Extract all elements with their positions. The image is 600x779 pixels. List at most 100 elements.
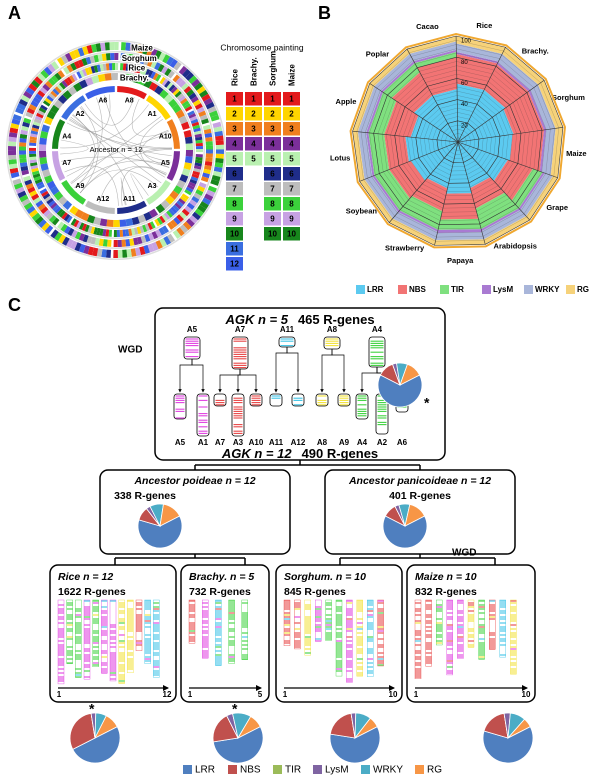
radar-segment [391,72,433,113]
child-label: A1 [198,438,209,447]
agk12-genes: 490 R-genes [302,446,379,461]
panel-label: C [8,295,21,315]
species-label: Grape [546,203,568,212]
ring-segment [12,178,22,186]
node-box [49,564,177,703]
axis-start: 1 [283,690,288,699]
painting-cell [245,152,262,166]
ring-segment [124,53,130,61]
ring-segment [87,246,94,256]
ring-segment [41,190,49,197]
pie-slice [69,712,96,750]
column-header: Brachy. [250,57,259,86]
painting-number: 3 [232,124,237,133]
ring-segment [174,90,182,98]
ring-segment [190,118,199,124]
chromosome [231,393,245,437]
ring-segment [172,103,182,114]
ring-segment [40,104,48,111]
parent-label: A5 [187,325,198,334]
panel-label: A [8,3,21,23]
ring-segment [66,238,74,248]
chromosome-label: A2 [75,111,84,118]
ring-segment [100,42,106,52]
ring-segment [120,53,126,61]
ring-segment [29,150,37,155]
ring-segment [178,79,187,88]
ring-segment [204,161,213,167]
ring-segment [196,86,206,95]
ring-segment [93,54,99,63]
legend-label: WRKY [535,285,560,294]
ring-segment [20,129,28,136]
ring-segment [195,142,203,147]
chromosome-bar [201,599,209,659]
radar-minor-grid [356,40,559,242]
ring-segment [184,189,192,196]
species-genes: 832 R-genes [415,586,477,598]
ring-segment [143,79,153,89]
parent-label: A11 [280,325,295,334]
ring-segment [51,75,59,84]
child-label: A7 [215,438,226,447]
ring-segment [91,75,100,84]
painting-number: 8 [289,199,294,208]
ring-segment [187,110,195,117]
ring-segment [191,211,201,221]
ring-segment [129,238,135,246]
ring-segment [19,154,27,159]
ring-segment [150,60,158,69]
ring-segment [90,65,96,74]
ring-segment [108,229,113,237]
painting-cell [226,137,243,151]
ring-segment [33,118,42,124]
ring-segment [179,195,188,203]
ring-segment [32,173,41,179]
ring-segment [184,105,193,112]
agk5-title: AGK n = 5 465 R-genes [224,312,374,327]
pie-slice [329,726,381,764]
painting-cell [264,107,281,121]
ring-segment [71,229,78,238]
painting-number: 5 [232,154,237,163]
ring-segment [102,239,108,247]
ring-segment [189,215,198,224]
radar-segment [407,36,457,54]
ring-segment [8,150,17,156]
ring-segment [125,42,131,51]
ring-segment [196,106,205,114]
ring-segment [139,246,146,256]
radar-minor-grid [365,48,551,234]
ring-segment [125,63,130,71]
ring-segment [19,133,28,139]
ring-segment [24,179,33,186]
radar-spoke [406,48,459,143]
synteny-link [120,177,127,206]
ancestor-chromosome [117,86,147,100]
radar-minor-grid [453,137,463,147]
ring-segment [86,214,96,224]
painting-cell [264,212,281,226]
ring-segment [157,64,165,73]
ring-segment [8,154,17,160]
chromosome-label: A6 [98,98,107,105]
painting-cell [226,197,243,211]
chromosome [231,336,249,370]
ring-segment [19,158,27,164]
pie-slice [212,726,264,764]
ring-segment [172,204,180,212]
radar-segment [368,92,397,135]
ring-segment [178,198,186,205]
ring-segment [195,139,203,144]
painting-cell [226,212,243,226]
species-label: Soybean [346,206,378,215]
ancestor-chromosome [166,119,180,149]
ring-segment [37,72,46,82]
ring-segment [195,149,204,153]
ring-segment [23,90,33,99]
ring-segment [168,84,176,92]
radar-spoke [388,141,459,223]
ring-segment [46,180,56,190]
ring-segment [39,86,48,95]
